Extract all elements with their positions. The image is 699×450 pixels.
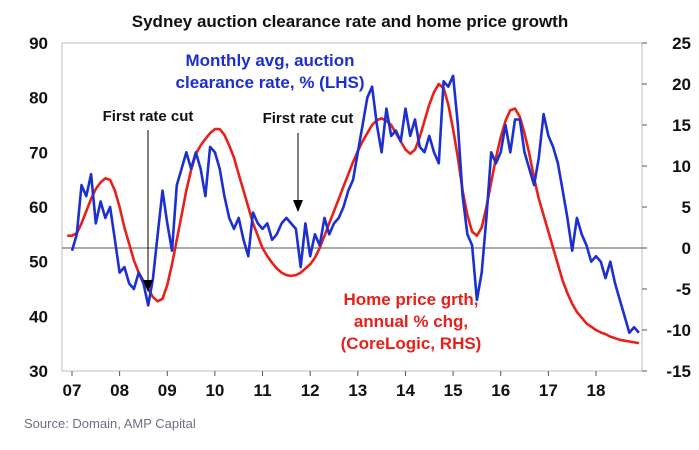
red-label-line-3: (CoreLogic, RHS)	[341, 334, 482, 353]
series-line-home-price-growth	[67, 82, 640, 345]
right-tick-label: -5	[676, 280, 691, 299]
right-tick-label: 5	[682, 198, 691, 217]
left-tick-label: 50	[29, 253, 48, 272]
x-tick-label: 17	[539, 381, 558, 400]
right-tick-label: -10	[666, 321, 691, 340]
left-tick-label: 70	[29, 143, 48, 162]
right-tick-label: 0	[682, 239, 691, 258]
red-label-line-1: Home price grth,	[343, 290, 478, 309]
left-tick-label: 80	[29, 89, 48, 108]
annotation-arrow-head	[143, 280, 153, 292]
chart-title: Sydney auction clearance rate and home p…	[132, 12, 568, 31]
left-tick-label: 40	[29, 307, 48, 326]
right-tick-label: 15	[672, 116, 691, 135]
x-tick-label: 14	[396, 381, 415, 400]
right-tick-label: 10	[672, 157, 691, 176]
right-tick-label: 25	[672, 34, 691, 53]
annotation-label: First rate cut	[263, 110, 354, 127]
x-tick-label: 11	[254, 381, 272, 400]
left-tick-label: 60	[29, 198, 48, 217]
x-tick-label: 13	[348, 381, 367, 400]
x-tick-label: 07	[63, 381, 82, 400]
x-tick-label: 18	[587, 381, 606, 400]
x-tick-label: 16	[491, 381, 510, 400]
left-tick-label: 30	[29, 362, 48, 381]
annotation-first-rate-cut-2008: First rate cut	[103, 108, 194, 292]
plot-frame	[61, 42, 643, 372]
x-axis-ticks: 07 08 09 10 11 12 13 14 15 16 17 18	[63, 371, 606, 400]
x-tick-label: 09	[158, 381, 177, 400]
red-series-label: Home price grth, annual % chg, (CoreLogi…	[341, 290, 482, 353]
annotation-arrow-head	[293, 200, 303, 212]
source-note: Source: Domain, AMP Capital	[24, 416, 196, 431]
left-tick-label: 90	[29, 34, 48, 53]
right-axis-ticks: -15 -10 -5 0 5 10 15 20 25	[642, 34, 691, 381]
x-tick-label: 12	[301, 381, 320, 400]
series-line-clearance-rate	[70, 74, 640, 335]
blue-label-line-1: Monthly avg, auction	[185, 51, 354, 70]
right-tick-label: -15	[666, 362, 691, 381]
x-tick-label: 10	[205, 381, 224, 400]
left-axis-ticks: 30 40 50 60 70 80 90	[29, 34, 48, 381]
blue-series-label: Monthly avg, auction clearance rate, % (…	[176, 51, 365, 92]
red-label-line-2: annual % chg,	[354, 312, 468, 331]
annotation-label: First rate cut	[103, 108, 194, 125]
x-tick-label: 15	[444, 381, 463, 400]
annotation-first-rate-cut-2011: First rate cut	[263, 110, 354, 212]
blue-label-line-2: clearance rate, % (LHS)	[176, 73, 365, 92]
x-tick-label: 08	[110, 381, 129, 400]
right-tick-label: 20	[672, 75, 691, 94]
